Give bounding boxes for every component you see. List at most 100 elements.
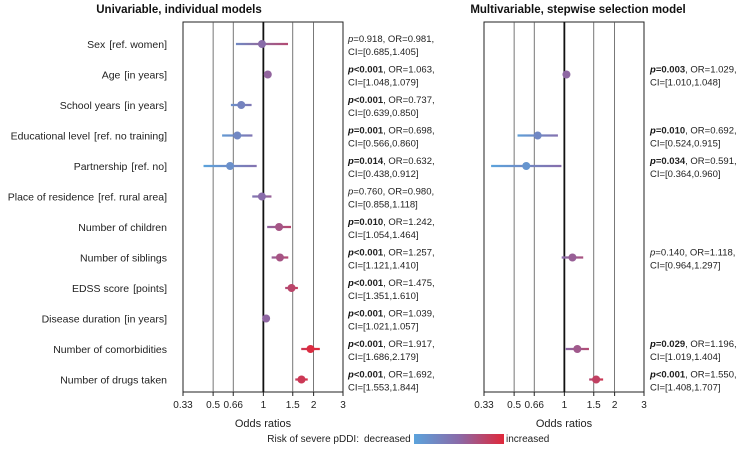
stat-line: p<0.001, OR=1.475, [347, 278, 435, 289]
variable-name: Number of comorbidities [53, 344, 167, 356]
variable-name: Number of siblings [80, 253, 167, 265]
variable-unit: [in years] [124, 314, 167, 326]
tick-label: 0.5 [507, 400, 521, 411]
p-value: <0.001 [354, 65, 384, 76]
variable-label: Disease duration [in years] [42, 314, 167, 326]
p-symbol: p [649, 339, 656, 350]
stat-line: p<0.001, OR=1.257, [347, 248, 435, 259]
p-value: =0.918 [353, 34, 382, 45]
odds-ratio-point [592, 375, 601, 384]
tick-label: 2 [612, 400, 618, 411]
odds-ratio-point [263, 70, 272, 79]
p-value: <0.001 [656, 370, 686, 381]
p-symbol: p [347, 217, 354, 228]
tick-label: 1 [261, 400, 267, 411]
variable-label: School years [in years] [60, 100, 167, 112]
p-symbol: p [649, 126, 656, 137]
or-value: , OR=1.475, [383, 278, 435, 289]
ci-value: CI=[0.438,0.912] [348, 169, 419, 180]
stat-line: p<0.001, OR=1.039, [347, 309, 435, 320]
p-value: <0.001 [354, 309, 384, 320]
variable-unit: [ref. rural area] [98, 192, 167, 204]
odds-ratio-point [226, 162, 235, 170]
legend-color-bar [414, 434, 504, 444]
variable-unit: [ref. no training] [94, 131, 167, 143]
odds-ratio-point [522, 162, 531, 170]
tick-label: 3 [340, 400, 346, 411]
p-symbol: p [347, 156, 354, 167]
or-value: , OR=0.737, [383, 95, 435, 106]
p-value: <0.001 [354, 95, 384, 106]
odds-ratio-point [257, 192, 266, 201]
ci-value: CI=[1.351,1.610] [348, 291, 419, 302]
panel-2: Multivariable, stepwise selection model 0… [470, 4, 736, 430]
odds-ratio-point [233, 131, 242, 140]
stat-line: p<0.001, OR=1.063, [347, 65, 435, 76]
stat-line: p=0.918, OR=0.981, [347, 34, 434, 45]
odds-ratio-point [573, 345, 582, 353]
stat-line: p=0.140, OR=1.118, [649, 248, 735, 259]
p-symbol: p [649, 156, 656, 167]
p-symbol: p [649, 65, 656, 76]
variable-name: School years [60, 100, 121, 112]
p-value: <0.001 [354, 278, 384, 289]
tick-label: 1.5 [286, 400, 300, 411]
variable-unit: [points] [133, 283, 167, 295]
or-value: , OR=1.917, [383, 339, 435, 350]
stat-line: p=0.003, OR=1.029, [649, 65, 737, 76]
ci-value: CI=[0.639,0.850] [348, 108, 419, 119]
or-value: , OR=1.257, [383, 248, 435, 259]
or-value: , OR=0.698, [383, 126, 435, 137]
stat-line: p<0.001, OR=1.550, [649, 370, 737, 381]
p-value: <0.001 [354, 370, 384, 381]
variable-label: Number of drugs taken [60, 375, 167, 387]
variable-label: Number of siblings [80, 253, 167, 265]
variable-label: Place of residence [ref. rural area] [8, 192, 167, 204]
stat-line: p=0.014, OR=0.632, [347, 156, 435, 167]
p-value: =0.010 [354, 217, 383, 228]
odds-ratio-point [237, 101, 246, 109]
ci-value: CI=[0.858,1.118] [348, 200, 418, 211]
ci-value: CI=[1.021,1.057] [348, 322, 419, 333]
x-axis-label: Odds ratios [536, 418, 593, 430]
variable-name: Disease duration [42, 314, 121, 326]
variable-name: Partnership [74, 161, 128, 173]
stat-line: p=0.010, OR=0.692, [649, 126, 737, 137]
stat-line: p<0.001, OR=1.917, [347, 339, 435, 350]
stat-line: p=0.029, OR=1.196, [649, 339, 737, 350]
odds-ratio-point [533, 131, 542, 140]
or-value: , OR=1.242, [383, 217, 435, 228]
variable-unit: [in years] [124, 100, 167, 112]
ci-value: CI=[0.364,0.960] [650, 169, 721, 180]
p-value: =0.140 [655, 248, 684, 259]
p-symbol: p [347, 34, 353, 45]
or-value: , OR=0.981, [383, 34, 435, 45]
p-value: =0.029 [656, 339, 685, 350]
variable-unit: [ref. no] [131, 161, 167, 173]
p-symbol: p [347, 65, 354, 76]
or-value: , OR=1.118, [685, 248, 736, 259]
variable-unit: [in years] [124, 70, 167, 82]
variable-name: Number of children [78, 222, 167, 234]
p-value: =0.760 [353, 187, 382, 198]
ci-value: CI=[1.048,1.079] [348, 78, 419, 89]
tick-label: 0.66 [224, 400, 244, 411]
variable-unit: [ref. women] [109, 39, 167, 51]
p-value: <0.001 [354, 339, 384, 350]
stat-line: p=0.001, OR=0.698, [347, 126, 435, 137]
odds-ratio-point [562, 70, 571, 79]
panel-title: Multivariable, stepwise selection model [470, 4, 685, 16]
p-symbol: p [347, 95, 354, 106]
tick-label: 0.33 [474, 400, 494, 411]
tick-label: 0.5 [206, 400, 220, 411]
variable-name: Educational level [11, 131, 90, 143]
ci-value: CI=[0.524,0.915] [650, 139, 721, 150]
stat-line: p=0.760, OR=0.980, [347, 187, 434, 198]
odds-ratio-point [262, 314, 271, 323]
variable-label: Number of children [78, 222, 167, 234]
ci-value: CI=[1.553,1.844] [348, 383, 419, 394]
tick-label: 1.5 [587, 400, 601, 411]
variable-name: EDSS score [72, 283, 129, 295]
variable-label: Educational level [ref. no training] [11, 131, 167, 143]
panel-1: Univariable, individual models 0.33 0.5 0.6… [96, 4, 434, 430]
